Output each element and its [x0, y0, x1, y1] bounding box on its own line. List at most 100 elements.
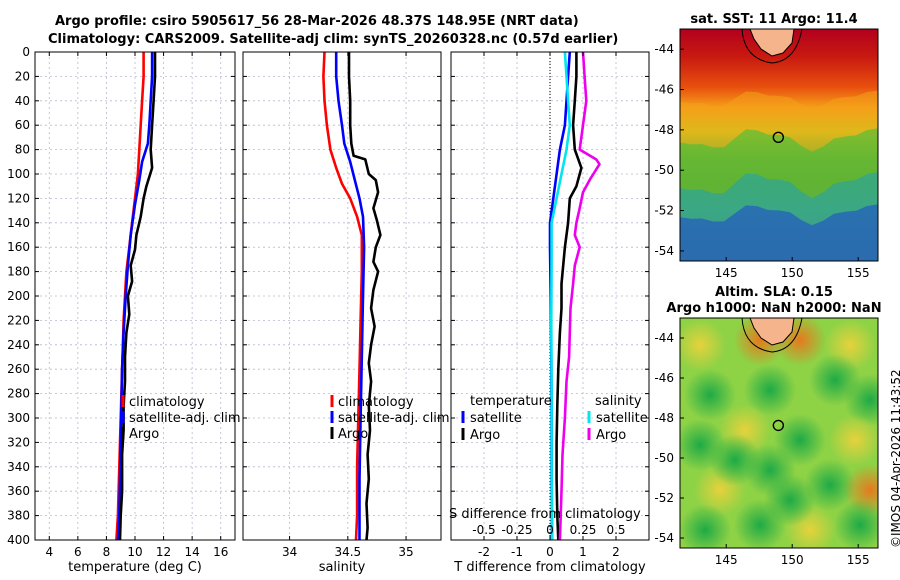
legend-title-salinity: salinity: [595, 394, 642, 409]
map-x-tick-label: 145: [715, 553, 738, 567]
figure-title-line1: Argo profile: csiro 5905617_56 28-Mar-20…: [55, 14, 579, 29]
y-tick-label: 20: [15, 69, 30, 83]
x-tick-label: 10: [127, 545, 142, 559]
map-title: sat. SST: 11 Argo: 11.4: [690, 12, 857, 27]
legend-label: Argo: [129, 427, 159, 442]
legend-label: satellite-adj. clim: [338, 411, 450, 426]
y-tick-label: 400: [7, 533, 30, 547]
map-x-tick-label: 150: [781, 553, 804, 567]
map-x-tick-label: 155: [847, 266, 870, 280]
sla-anomaly: [684, 369, 736, 421]
x-tick-label: 14: [185, 545, 200, 559]
y-tick-label: 80: [15, 143, 30, 157]
y-tick-label: 320: [7, 435, 30, 449]
legend-label: satellite-adj. clim: [129, 411, 241, 426]
argo-float-marker: [772, 419, 785, 432]
map-y-tick-label: -50: [654, 451, 674, 465]
imos-credit: ©IMOS 04-Apr-2026 11:43:52: [889, 369, 900, 548]
sst-front: [680, 204, 878, 261]
x-tick-label: 0: [546, 545, 554, 559]
s-diff-tick-label: 0: [546, 523, 554, 537]
y-tick-label: 140: [7, 216, 30, 230]
s-diff-tick-label: 0.5: [606, 523, 625, 537]
y-tick-label: 260: [7, 362, 30, 376]
legend-label: satellite: [596, 411, 648, 426]
x-tick-label: 2: [612, 545, 620, 559]
map-y-tick-label: -52: [654, 491, 674, 505]
map-y-tick-label: -54: [654, 244, 674, 258]
map-y-tick-label: -46: [654, 371, 674, 385]
land-tasmania: [749, 318, 795, 346]
map-y-tick-label: -44: [654, 42, 674, 56]
s-diff-tick-label: -0.5: [472, 523, 495, 537]
x-tick-label: 12: [156, 545, 171, 559]
x-axis-label: salinity: [319, 560, 366, 575]
legend-label: Argo: [470, 428, 500, 443]
map-title: Argo h1000: NaN h2000: NaN: [666, 301, 881, 316]
panel-salinity: 34 34.5 35 salinity: [242, 51, 442, 575]
profile-panels: 4 6 8 10 12 14 1602040608010012014016018020022…: [7, 45, 650, 575]
sla-anomaly: [680, 319, 726, 371]
series-line-salinity-1: [334, 52, 366, 540]
argo-float-marker: [772, 131, 785, 144]
legend-difference: temperature salinity satellite Argo satellit…: [449, 394, 648, 537]
y-tick-label: 40: [15, 94, 30, 108]
y-tick-label: 180: [7, 265, 30, 279]
x-axis-label: temperature (deg C): [68, 560, 202, 575]
isobath-contour: [741, 29, 803, 64]
sla-anomaly: [829, 414, 878, 466]
sla-anomaly: [744, 364, 796, 416]
x-tick-label: 8: [103, 545, 111, 559]
sla-anomaly: [764, 474, 816, 526]
figure-title-line2: Climatology: CARS2009. Satellite-adj cli…: [48, 32, 619, 47]
map-sst_map: sat. SST: 11 Argo: 11.4 145 150 155 -44 -46 -4…: [654, 12, 879, 280]
y-tick-label: 340: [7, 460, 30, 474]
legend-title-temperature: temperature: [470, 394, 552, 409]
x-tick-label: 35: [398, 545, 413, 559]
map-field: [680, 29, 878, 261]
map-y-tick-label: -46: [654, 83, 674, 97]
legend-label: satellite: [470, 411, 522, 426]
series-line-difference-1: [555, 52, 583, 541]
sla-anomaly: [844, 374, 878, 426]
x-tick-label: 1: [579, 545, 587, 559]
y-tick-label: 60: [15, 118, 30, 132]
map-y-tick-label: -48: [654, 411, 674, 425]
s-diff-tick-label: 0.25: [570, 523, 597, 537]
map-field: [680, 318, 878, 548]
isobath-contour: [741, 318, 803, 353]
y-tick-label: 240: [7, 338, 30, 352]
sla-anomaly: [680, 504, 731, 548]
legend-label: Argo: [338, 427, 368, 442]
series-line-salinity-2: [347, 52, 382, 541]
y-tick-label: 280: [7, 387, 30, 401]
y-tick-label: 380: [7, 509, 30, 523]
map-frame: [679, 317, 879, 549]
y-tick-label: 0: [22, 45, 30, 59]
map-title: Altim. SLA: 0.15: [715, 285, 833, 300]
series-line-salinity-0: [322, 51, 364, 541]
panel-difference: -2 -1 0 1 2T difference from climatology: [450, 51, 650, 575]
y-tick-label: 120: [7, 191, 30, 205]
series-line-difference-2: [549, 51, 572, 541]
sla-anomaly: [709, 434, 761, 486]
map-x-tick-label: 155: [847, 553, 870, 567]
y-tick-label: 360: [7, 484, 30, 498]
legend-label: climatology: [338, 395, 414, 410]
legend-label: Argo: [596, 428, 626, 443]
s-diff-axis-label: S difference from climatology: [449, 507, 641, 522]
x-tick-label: -2: [478, 545, 490, 559]
x-tick-label: 34: [282, 545, 297, 559]
map-y-tick-label: -50: [654, 163, 674, 177]
map-y-tick-label: -48: [654, 123, 674, 137]
y-tick-label: 220: [7, 313, 30, 327]
x-tick-label: 16: [213, 545, 228, 559]
map-y-tick-label: -54: [654, 531, 674, 545]
map-frame: [679, 28, 879, 262]
y-tick-label: 200: [7, 289, 30, 303]
sla-anomaly: [834, 499, 878, 548]
land-tasmania: [749, 29, 795, 57]
